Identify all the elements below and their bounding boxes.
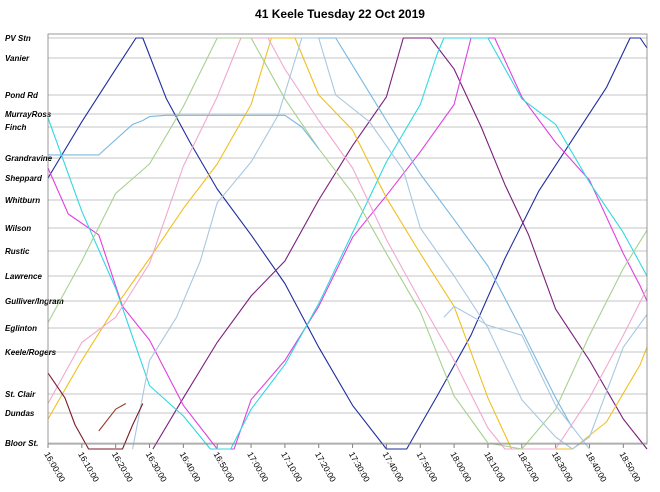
x-tick-label: 17:00:00 [245, 450, 270, 484]
stop-label: Grandravine [5, 154, 53, 163]
x-tick-label: 17:40:00 [381, 450, 406, 484]
trip-line [47, 37, 648, 450]
stop-label: Wilson [5, 224, 31, 233]
x-tick-label: 18:20:00 [516, 450, 541, 484]
x-tick-label: 16:50:00 [211, 450, 236, 484]
bus-trips [47, 37, 648, 450]
trip-line [132, 37, 648, 450]
trip-line [47, 37, 648, 450]
trip-line [47, 37, 648, 450]
stop-label: Whitburn [5, 196, 40, 205]
time-axis-ticks: 16:00:00 16:10:00 16:20:00 16:30:00 16:40:00… [42, 444, 643, 484]
stop-label: MurrayRoss [5, 110, 52, 119]
chart-title: 41 Keele Tuesday 22 Oct 2019 [255, 7, 425, 21]
x-tick-label: 18:40:00 [584, 450, 609, 484]
x-tick-label: 17:20:00 [313, 450, 338, 484]
gridlines [48, 37, 647, 444]
stop-label: Lawrence [5, 272, 42, 281]
trip-line [47, 37, 648, 450]
stop-label: Sheppard [5, 174, 43, 183]
stop-label: Finch [5, 123, 26, 132]
x-tick-label: 18:30:00 [550, 450, 575, 484]
x-tick-label: 17:10:00 [279, 450, 304, 484]
trip-line [443, 305, 590, 450]
stop-label: Keele/Rogers [5, 348, 57, 357]
trip-line [47, 372, 144, 450]
trip-line [98, 403, 127, 432]
x-tick-label: 18:10:00 [482, 450, 507, 484]
trip-line [47, 37, 648, 450]
x-tick-label: 17:50:00 [415, 450, 440, 484]
stop-label: Eglinton [5, 324, 37, 333]
x-tick-label: 16:10:00 [76, 450, 101, 484]
x-tick-label: 17:30:00 [347, 450, 372, 484]
stop-label: St. Clair [5, 390, 36, 399]
x-tick-label: 16:00:00 [42, 450, 67, 484]
stop-label: Rustic [5, 247, 30, 256]
stop-label: Vanier [5, 54, 30, 63]
trip-line [48, 119, 143, 156]
stop-label: Bloor St. [5, 439, 38, 448]
trip-line [318, 37, 573, 429]
x-tick-label: 16:40:00 [178, 450, 203, 484]
trip-line [47, 37, 648, 450]
x-tick-label: 18:00:00 [448, 450, 473, 484]
stop-label: Pond Rd [5, 91, 39, 100]
stop-label: PV Stn [5, 34, 31, 43]
x-tick-label: 18:50:00 [618, 450, 643, 484]
plot-area-border [47, 33, 648, 445]
trip-line [142, 114, 320, 150]
stop-label: Dundas [5, 409, 35, 418]
x-tick-label: 16:30:00 [144, 450, 169, 484]
trip-line [152, 37, 648, 450]
stop-label: Gulliver/Ingram [5, 297, 64, 306]
x-tick-label: 16:20:00 [110, 450, 135, 484]
stop-labels: PV Stn Vanier Pond Rd MurrayRoss Finch Grandr… [5, 34, 64, 448]
